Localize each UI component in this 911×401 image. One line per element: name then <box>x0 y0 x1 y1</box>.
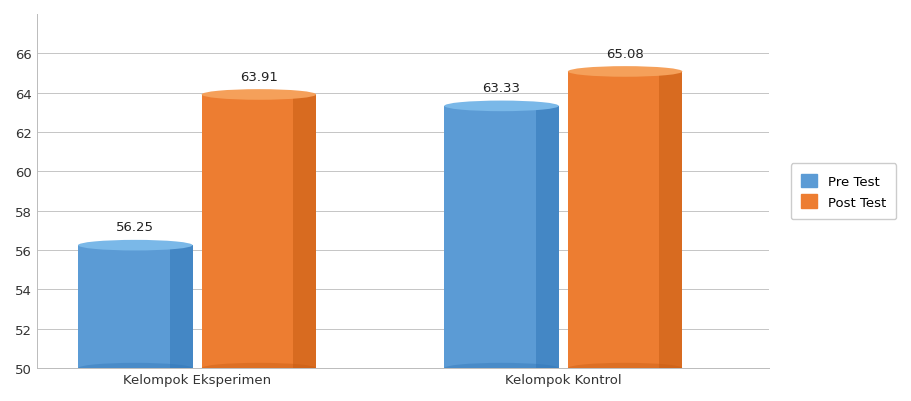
Bar <box>169 245 192 368</box>
Bar <box>536 107 558 368</box>
Bar <box>568 72 681 368</box>
Ellipse shape <box>444 101 558 112</box>
Ellipse shape <box>444 363 558 373</box>
Bar <box>78 245 192 368</box>
Bar <box>444 107 558 368</box>
Text: 63.91: 63.91 <box>240 71 278 83</box>
Ellipse shape <box>201 90 316 101</box>
Text: 65.08: 65.08 <box>606 48 643 61</box>
Legend: Pre Test, Post Test: Pre Test, Post Test <box>790 164 896 220</box>
Ellipse shape <box>568 67 681 77</box>
Ellipse shape <box>78 240 192 251</box>
Text: 63.33: 63.33 <box>482 82 520 95</box>
Text: 56.25: 56.25 <box>117 221 154 234</box>
Bar <box>659 72 681 368</box>
Ellipse shape <box>78 363 192 373</box>
Ellipse shape <box>568 363 681 373</box>
Ellipse shape <box>201 363 316 373</box>
Bar <box>201 95 316 368</box>
Bar <box>293 95 316 368</box>
